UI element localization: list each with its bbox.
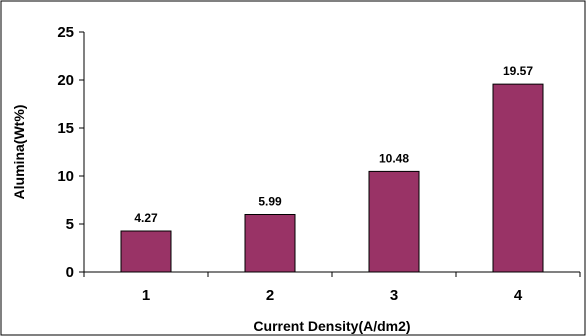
x-tick-label-3: 3 — [390, 287, 398, 304]
data-label-4: 19.57 — [503, 64, 533, 78]
x-axis-title: Current Density(A/dm2) — [253, 318, 410, 334]
data-label-1: 4.27 — [134, 211, 158, 225]
data-labels-group: 4.27 5.99 10.48 19.57 — [134, 64, 533, 225]
x-tick-label-2: 2 — [266, 287, 274, 304]
y-axis-ticks: 0 5 10 15 20 25 — [57, 24, 84, 281]
bar-3 — [368, 170, 420, 273]
data-label-2: 5.99 — [258, 194, 282, 208]
y-tick-label: 10 — [57, 168, 74, 185]
y-tick-label: 25 — [57, 24, 74, 41]
y-tick-label: 0 — [66, 264, 74, 281]
y-tick-label: 20 — [57, 72, 74, 89]
bars-group — [120, 83, 544, 273]
bar-4 — [492, 83, 544, 273]
x-tick-label-4: 4 — [514, 287, 523, 304]
bar-2 — [244, 213, 296, 273]
bar-1 — [120, 230, 172, 273]
y-tick-label: 5 — [66, 216, 74, 233]
x-tick-label-1: 1 — [142, 287, 150, 304]
data-label-3: 10.48 — [379, 151, 409, 165]
y-tick-label: 15 — [57, 120, 74, 137]
x-axis-ticks: 1 2 3 4 — [83, 272, 581, 304]
y-axis-title: Alumina(Wt%) — [11, 105, 27, 200]
